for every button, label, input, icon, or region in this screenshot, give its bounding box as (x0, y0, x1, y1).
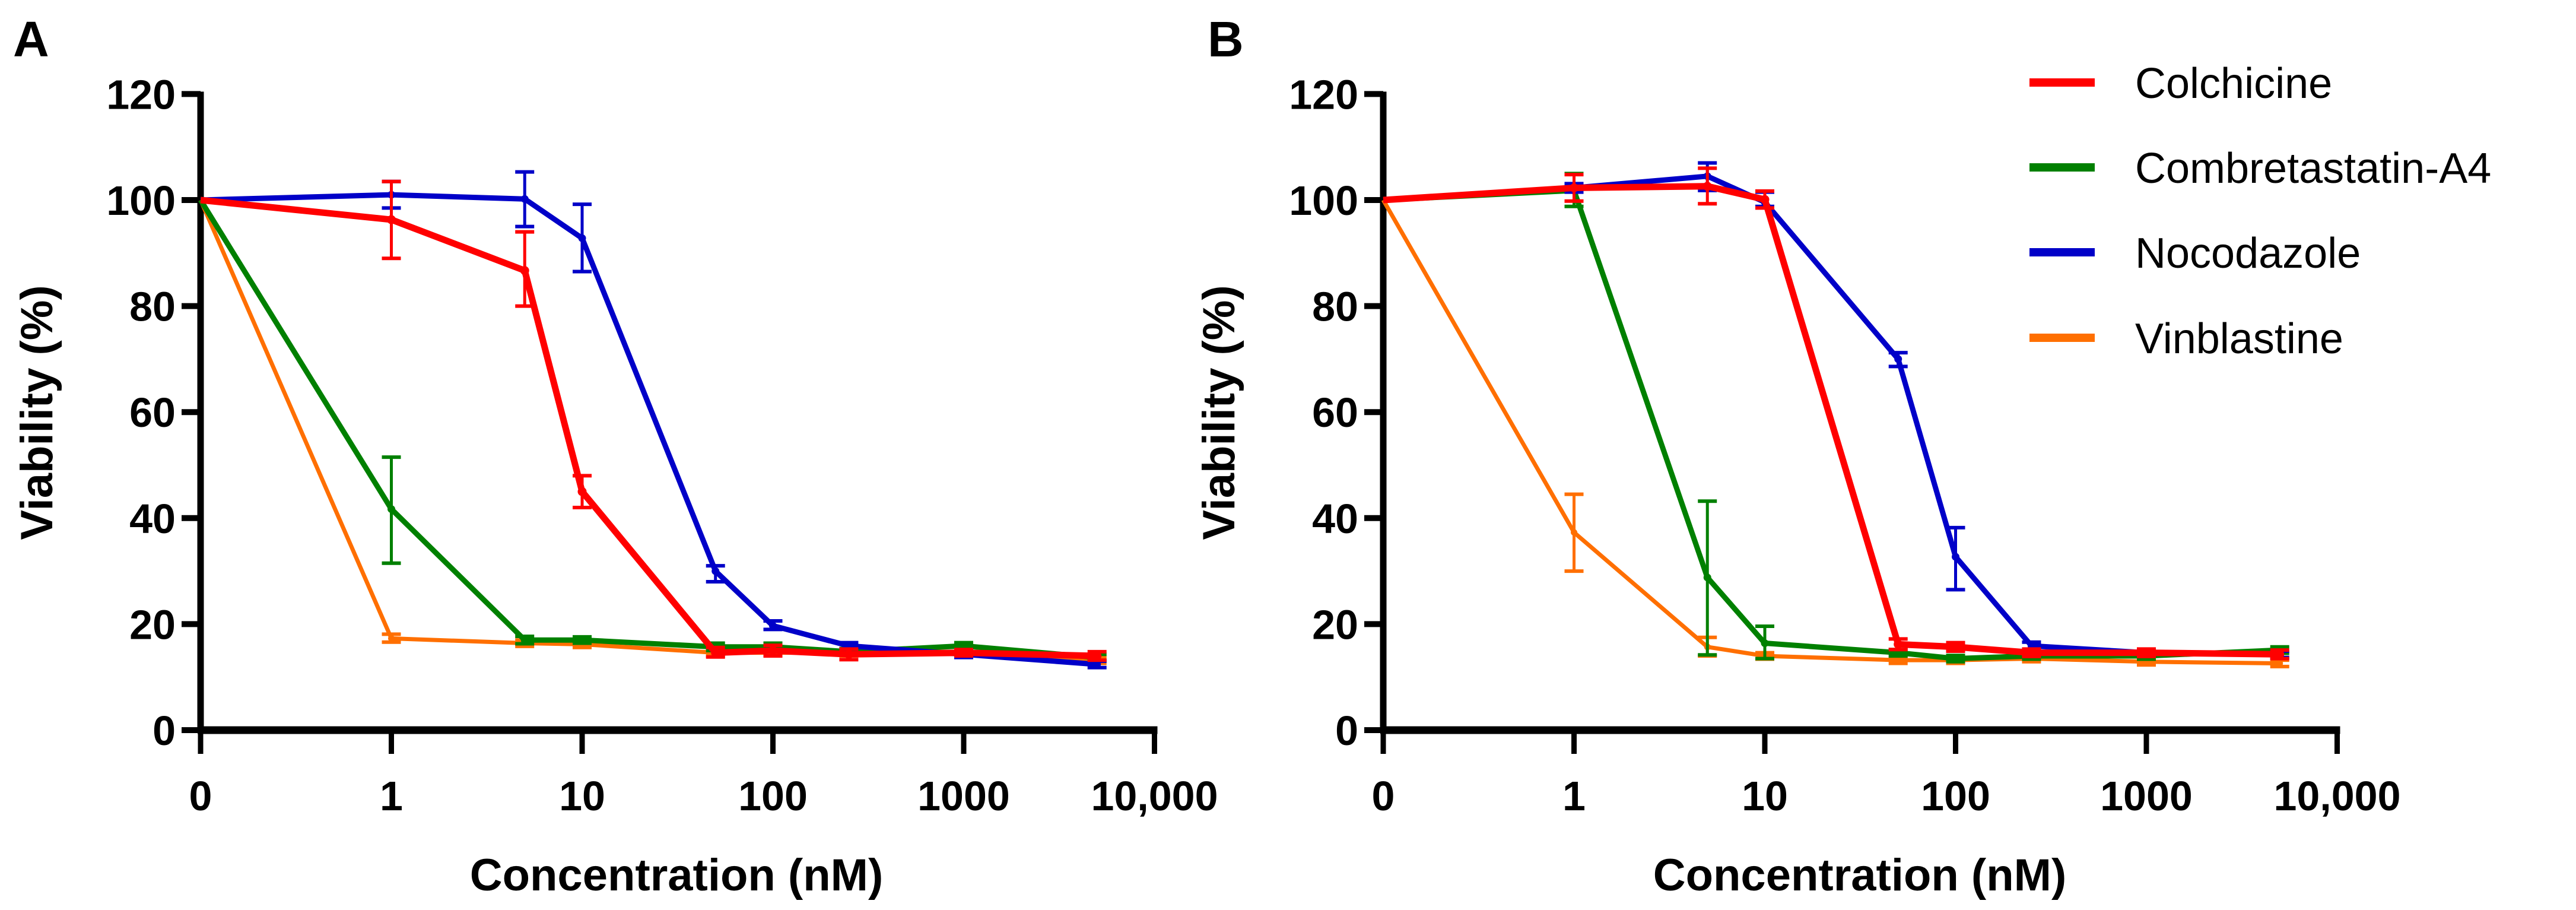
x-tick-label: 10 (559, 773, 605, 819)
series-vinblastine (198, 199, 1107, 665)
data-point (1894, 639, 1903, 649)
data-point (578, 636, 586, 644)
series-line (200, 196, 1097, 659)
data-point (2027, 648, 2036, 658)
data-point (1702, 182, 1712, 191)
y-tick-label: 120 (106, 71, 176, 118)
data-point (1093, 660, 1101, 668)
series-line (200, 192, 1098, 667)
legend-item: Vinblastine (2029, 315, 2343, 363)
data-point (520, 636, 529, 644)
x-tick-label: 1000 (917, 773, 1010, 819)
legend-label: Vinblastine (2135, 315, 2343, 363)
panel-label-a: A (13, 11, 49, 67)
data-point (2275, 649, 2285, 659)
x-axis-title-a: Concentration (nM) (470, 850, 884, 901)
data-point (388, 635, 395, 642)
y-tick-label: 80 (1312, 284, 1358, 330)
data-point (1703, 573, 1711, 582)
y-tick-label: 40 (1312, 496, 1358, 542)
data-point (844, 649, 853, 659)
data-point (960, 642, 968, 650)
x-tick-label: 10,000 (2273, 773, 2400, 819)
legend-item: Combretastatin-A4 (2029, 145, 2491, 192)
data-point (2142, 648, 2151, 658)
data-point (959, 648, 968, 658)
y-tick-label: 0 (153, 708, 176, 754)
panel-label-b: B (1208, 11, 1244, 67)
y-tick-label: 100 (1289, 177, 1358, 224)
x-tick-label: 10 (1742, 773, 1788, 819)
x-tick-label: 0 (1372, 773, 1395, 819)
legend-item: Colchicine (2029, 60, 2332, 107)
data-point (577, 487, 587, 496)
x-tick-label: 10,000 (1091, 773, 1218, 819)
data-point (1760, 195, 1770, 204)
x-tick-label: 1 (380, 773, 403, 819)
y-tick-label: 20 (129, 601, 176, 648)
data-point (1894, 355, 1902, 363)
data-point (520, 195, 529, 203)
x-tick-label: 100 (738, 773, 808, 819)
series-combretastatin-a4 (198, 198, 1107, 663)
data-point (1951, 642, 1960, 652)
data-point (387, 215, 396, 224)
data-point (1952, 654, 1959, 662)
data-point (768, 646, 777, 655)
series-line (198, 199, 1097, 662)
y-tick-label: 100 (106, 177, 176, 224)
series-colchicine (200, 179, 1107, 662)
data-point (1761, 639, 1769, 648)
data-point (1570, 183, 1578, 192)
legend-label: Colchicine (2135, 60, 2332, 107)
panel-b-plot: 0 20 40 60 80 100 120 0 1 10 100 1000 10,000 (1289, 71, 2400, 819)
x-tick-label: 0 (189, 773, 212, 819)
data-point (769, 622, 777, 630)
data-point (1895, 657, 1902, 664)
y-tick-label: 120 (1289, 71, 1358, 118)
legend-item: Nocodazole (2029, 230, 2361, 277)
y-tick-label: 60 (1312, 389, 1358, 436)
data-point (1571, 529, 1577, 536)
x-tick-label: 1000 (2100, 773, 2193, 819)
legend: Colchicine Combretastatin-A4 Nocodazole Vin… (2029, 60, 2491, 363)
x-tick-label: 1 (1562, 773, 1586, 819)
x-axis-title-b: Concentration (nM) (1653, 850, 2067, 901)
data-point (520, 266, 529, 275)
panel-a-plot: 0 20 40 60 80 100 120 0 1 10 100 1000 10,000 (106, 71, 1218, 819)
y-tick-label: 40 (129, 496, 176, 542)
legend-label: Combretastatin-A4 (2135, 145, 2491, 192)
series-colchicine (1383, 166, 2289, 661)
y-tick-label: 0 (1335, 708, 1358, 754)
y-axis-title-b: Viability (%) (1194, 285, 1244, 540)
data-point (1092, 651, 1102, 661)
legend-label: Nocodazole (2135, 230, 2361, 277)
data-point (1952, 553, 1959, 561)
x-tick-label: 100 (1921, 773, 1990, 819)
y-axis-title-a: Viability (%) (12, 285, 62, 540)
y-tick-label: 20 (1312, 601, 1358, 648)
data-point (387, 505, 395, 513)
data-point (712, 567, 720, 575)
data-point (2276, 659, 2283, 667)
y-tick-label: 80 (129, 284, 176, 330)
series-line (198, 198, 1098, 661)
data-point (578, 234, 586, 242)
data-point (711, 648, 720, 658)
y-tick-label: 60 (129, 389, 176, 436)
